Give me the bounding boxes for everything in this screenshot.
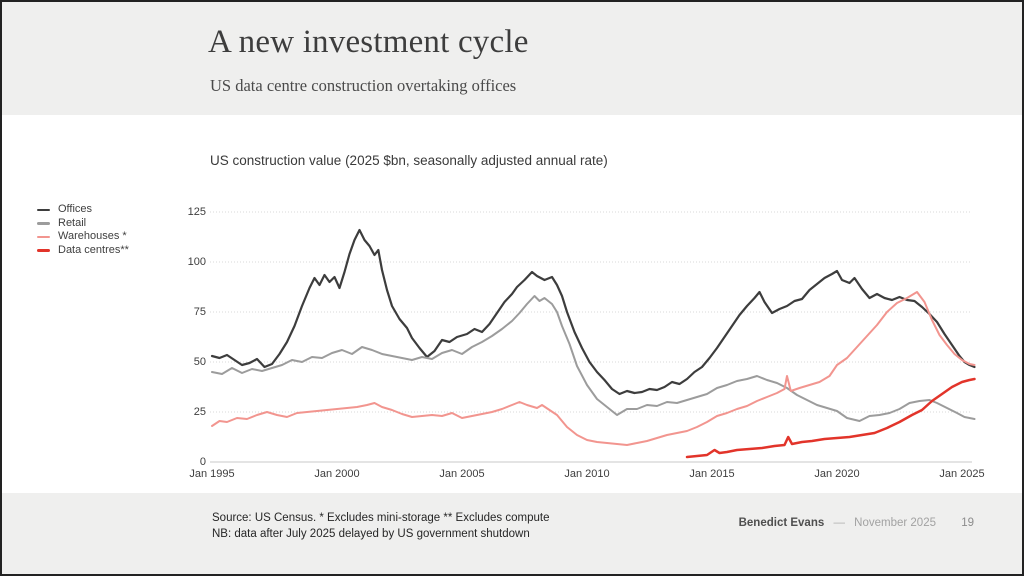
x-tick-label: Jan 2020 [814,468,860,480]
series-line-data-centres [685,377,976,459]
legend-label: Warehouses * [58,230,127,243]
x-tick-label: Jan 1995 [189,468,235,480]
source-line-2: NB: data after July 2025 delayed by US g… [212,527,530,540]
legend-item-data-centres: Data centres** [37,244,129,258]
x-tick-label: Jan 2010 [564,468,610,480]
x-tick-label: Jan 2000 [314,468,360,480]
credit-date: November 2025 [854,517,936,529]
y-tick-label: 50 [193,355,206,368]
source-note: Source: US Census. * Excludes mini-stora… [212,511,550,542]
credit-line: Benedict Evans — November 2025 19 [739,517,974,529]
x-tick-label: Jan 2025 [939,468,985,480]
slide-footer: Source: US Census. * Excludes mini-stora… [2,493,1022,574]
y-tick-label: 75 [193,305,206,318]
legend-label: Offices [58,203,93,216]
chart-title: US construction value (2025 $bn, seasona… [210,153,608,168]
legend-label: Data centres** [58,244,129,257]
y-tick-label: 125 [187,205,206,218]
page-subtitle: US data centre construction overtaking o… [210,76,517,95]
y-tick-label: 100 [187,255,206,268]
page-title: A new investment cycle [208,24,529,60]
source-line-1: Source: US Census. * Excludes mini-stora… [212,512,550,524]
chart-legend: Offices Retail Warehouses * Data centres** [37,203,129,257]
page-number: 19 [961,517,974,529]
slide-header: A new investment cycle US data centre co… [2,2,1022,115]
x-tick-label: Jan 2005 [439,468,485,480]
series-line-retail [211,295,976,422]
y-tick-label: 0 [199,455,206,468]
x-tick-label: Jan 2015 [689,468,735,480]
legend-label: Retail [58,216,87,229]
y-tick-label: 25 [193,405,206,418]
legend-item-offices: Offices [37,203,129,217]
legend-line-swatch-icon [37,249,50,252]
legend-line-swatch-icon [37,235,50,239]
legend-item-retail: Retail [37,217,129,231]
series-line-offices [210,228,976,396]
author-name: Benedict Evans [738,517,825,529]
credit-separator: — [833,517,845,529]
series-line-warehouses [211,291,976,446]
legend-line-swatch-icon [37,208,50,212]
legend-item-warehouses: Warehouses * [37,230,129,244]
legend-line-swatch-icon [37,222,50,225]
